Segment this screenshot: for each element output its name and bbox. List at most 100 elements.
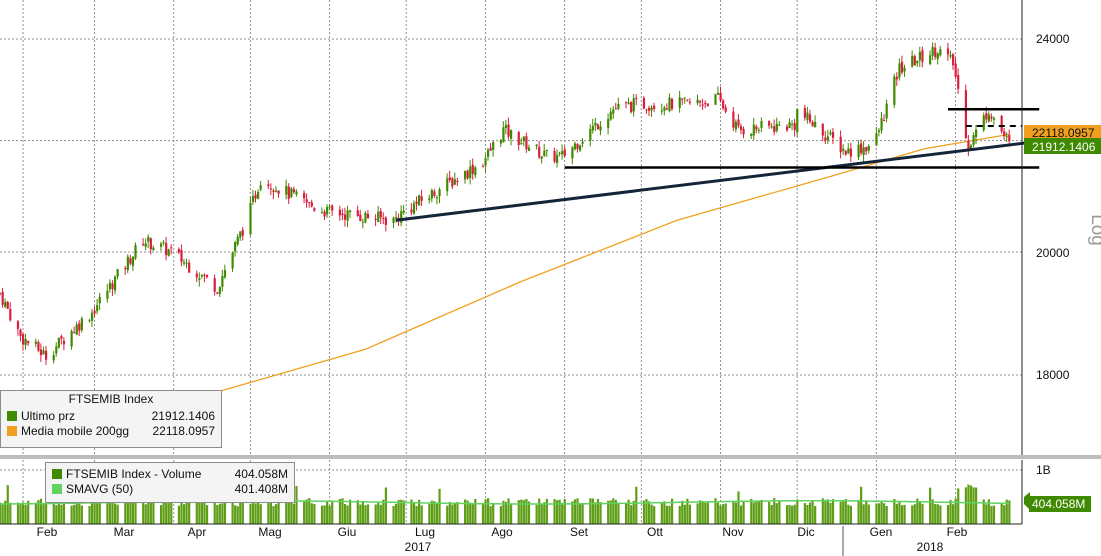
moving-average-line: [0, 133, 1010, 433]
candle-body: [806, 112, 809, 120]
candle-body: [180, 250, 183, 262]
volume-bar: [561, 502, 564, 524]
volume-bar: [24, 505, 27, 524]
volume-bar: [931, 499, 934, 524]
volume-bar: [770, 504, 773, 524]
candle-body: [221, 276, 224, 287]
candle-body: [98, 296, 101, 304]
volume-value-tag-text: 404.058M: [1032, 497, 1085, 511]
volume-bar: [773, 498, 776, 524]
candle-body: [435, 197, 439, 199]
volume-bar: [438, 488, 441, 524]
volume-bar: [343, 504, 347, 524]
volume-bar: [650, 504, 653, 524]
volume-bar: [934, 504, 937, 524]
volume-bar: [469, 502, 472, 524]
volume-bar: [681, 500, 684, 524]
candle-body: [665, 108, 669, 110]
candle-body: [60, 336, 63, 339]
volume-bar: [642, 500, 646, 524]
candle-body: [349, 210, 352, 213]
candle-body: [502, 127, 505, 143]
volume-bar: [73, 504, 76, 524]
volume-bar: [159, 505, 163, 524]
candle-body: [898, 63, 901, 78]
volume-bar: [147, 499, 150, 524]
ma-value-tag: [1024, 125, 1101, 140]
volume-bar: [313, 503, 316, 524]
candle-body: [824, 137, 827, 141]
candle-body: [147, 237, 150, 242]
volume-bar: [975, 487, 978, 524]
volume-bar: [221, 503, 224, 524]
volume-bar: [90, 501, 94, 524]
candle-body: [27, 340, 30, 344]
volume-bar: [972, 487, 975, 524]
volume-bar: [880, 501, 883, 524]
volume-bar: [435, 502, 439, 524]
volume-bar: [62, 499, 66, 524]
volume-bar: [645, 499, 648, 524]
candle-body: [492, 142, 495, 150]
volume-bar: [949, 500, 952, 524]
candle-body: [257, 191, 260, 199]
volume-bar: [660, 503, 663, 524]
candle-body: [808, 114, 812, 122]
candle-body: [328, 206, 331, 208]
trendline: [395, 139, 1040, 222]
x-month-label: Feb: [37, 525, 58, 539]
legend-item-last: Ultimo prz 21912.1406: [1, 408, 221, 423]
volume-bar: [683, 504, 686, 524]
volume-bar: [612, 498, 615, 524]
y-tick-label: 20000: [1036, 246, 1070, 260]
volume-bar: [185, 502, 188, 524]
volume-bar: [1003, 505, 1006, 524]
candle-body: [975, 129, 978, 138]
volume-bar: [382, 499, 385, 524]
candle-body: [451, 178, 454, 187]
volume-bar: [9, 502, 12, 524]
panel-divider: [0, 455, 1101, 459]
candle-body: [466, 170, 469, 179]
volume-bar: [875, 503, 878, 524]
candle-body: [581, 141, 584, 144]
candle-body: [37, 341, 40, 351]
volume-bar: [885, 506, 888, 524]
volume-bar: [152, 498, 155, 524]
candle-body: [216, 292, 219, 294]
volume-bar: [134, 503, 137, 524]
candle-body: [167, 249, 170, 256]
candle-body: [78, 323, 81, 331]
candle-body: [571, 147, 574, 159]
candle-body: [716, 92, 720, 95]
candle-body: [719, 92, 722, 101]
volume-bar: [954, 498, 957, 524]
candle-body: [936, 53, 939, 59]
candle-body: [19, 329, 22, 337]
candle-body: [338, 209, 342, 216]
x-axis-labels: Feb Mar Apr Mag Giu Lug Ago Set Ott Nov …: [37, 525, 968, 556]
volume-bar: [939, 505, 942, 524]
candle-body: [159, 243, 163, 247]
volume-bar: [113, 503, 117, 524]
volume-bar: [489, 506, 492, 524]
candle-body: [525, 136, 528, 150]
candle-body: [1008, 134, 1011, 142]
candle-body: [895, 76, 899, 80]
volume-bar: [913, 504, 916, 524]
volume-bar: [596, 499, 600, 524]
volume-bar: [129, 502, 132, 524]
candle-body: [831, 132, 835, 138]
candle-body: [379, 211, 382, 218]
volume-bar: [849, 505, 853, 524]
volume-bar: [259, 504, 262, 524]
candle-body: [913, 56, 916, 66]
volume-bar: [80, 505, 83, 524]
candle-body: [507, 124, 510, 137]
volume-bar: [893, 498, 896, 524]
volume-bar: [1008, 500, 1011, 524]
volume-bar: [821, 498, 824, 524]
volume-bar: [918, 502, 921, 524]
volume-bar: [520, 499, 523, 524]
candle-body: [737, 119, 740, 126]
